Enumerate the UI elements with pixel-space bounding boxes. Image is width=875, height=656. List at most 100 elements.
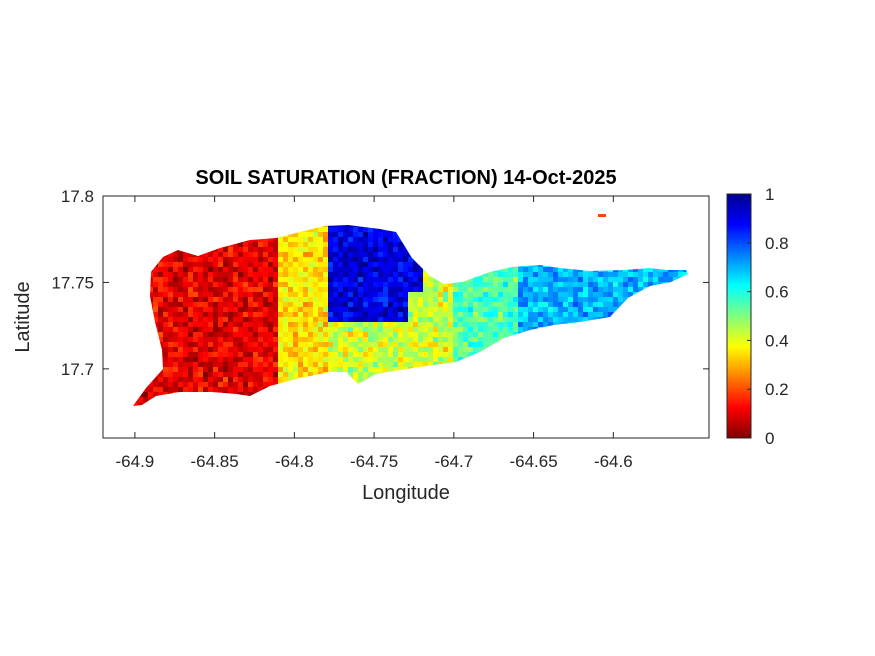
heatmap-cell: [363, 312, 368, 317]
heatmap-cell: [273, 312, 278, 317]
heatmap-cell: [183, 357, 188, 362]
heatmap-cell: [193, 312, 198, 317]
heatmap-cell: [168, 332, 173, 337]
heatmap-cell: [243, 297, 248, 302]
heatmap-cell: [508, 312, 513, 317]
heatmap-cell: [513, 287, 518, 292]
heatmap-cell: [653, 282, 658, 287]
heatmap-cell: [458, 292, 463, 297]
heatmap-cell: [243, 247, 248, 252]
heatmap-cell: [438, 352, 443, 357]
heatmap-cell: [398, 237, 403, 242]
heatmap-cell: [238, 352, 243, 357]
heatmap-cell: [263, 367, 268, 372]
heatmap-cell: [343, 312, 348, 317]
heatmap-cell: [293, 232, 298, 237]
heatmap-cell: [173, 297, 178, 302]
heatmap-cell: [163, 367, 168, 372]
heatmap-cell: [243, 267, 248, 272]
heatmap-cell: [168, 382, 173, 387]
heatmap-cell: [363, 347, 368, 352]
heatmap-cell: [393, 322, 398, 327]
heatmap-cell: [478, 327, 483, 332]
heatmap-cell: [593, 312, 598, 317]
heatmap-cell: [273, 367, 278, 372]
heatmap-cell: [403, 327, 408, 332]
heatmap-cell: [628, 287, 633, 292]
heatmap-cell: [428, 332, 433, 337]
heatmap-cell: [613, 287, 618, 292]
heatmap-cell: [343, 287, 348, 292]
heatmap-cell: [658, 267, 663, 272]
heatmap-cell: [213, 332, 218, 337]
heatmap-cell: [563, 317, 568, 322]
heatmap-cell: [568, 312, 573, 317]
heatmap-cell: [443, 287, 448, 292]
heatmap-cell: [373, 307, 378, 312]
heatmap-cell: [468, 342, 473, 347]
heatmap-cell: [213, 337, 218, 342]
heatmap-cell: [253, 372, 258, 377]
heatmap-cell: [368, 287, 373, 292]
heatmap-cell: [358, 312, 363, 317]
heatmap-cell: [453, 302, 458, 307]
heatmap-cell: [498, 282, 503, 287]
heatmap-cell: [273, 287, 278, 292]
heatmap-cell: [588, 297, 593, 302]
heatmap-cell: [428, 312, 433, 317]
heatmap-cell: [363, 337, 368, 342]
heatmap-cell: [368, 247, 373, 252]
heatmap-cell: [518, 277, 523, 282]
heatmap-cell: [373, 287, 378, 292]
heatmap-cell: [353, 352, 358, 357]
heatmap-cell: [343, 242, 348, 247]
heatmap-cell: [348, 332, 353, 337]
heatmap-cell: [233, 297, 238, 302]
heatmap-cell: [213, 342, 218, 347]
heatmap-cell: [623, 282, 628, 287]
heatmap-cell: [253, 267, 258, 272]
heatmap-cell: [383, 357, 388, 362]
heatmap-cell: [388, 317, 393, 322]
heatmap-cell: [373, 342, 378, 347]
heatmap-cell: [388, 232, 393, 237]
heatmap-cell: [203, 382, 208, 387]
heatmap-cell: [283, 287, 288, 292]
heatmap-cell: [543, 322, 548, 327]
heatmap-cell: [233, 377, 238, 382]
heatmap-cell: [153, 382, 158, 387]
heatmap-cell: [528, 292, 533, 297]
heatmap-cell: [393, 247, 398, 252]
heatmap-cell: [238, 297, 243, 302]
heatmap-cell: [343, 282, 348, 287]
heatmap-cell: [173, 287, 178, 292]
heatmap-cell: [398, 247, 403, 252]
heatmap-cell: [543, 312, 548, 317]
heatmap-cell: [308, 317, 313, 322]
heatmap-cell: [158, 302, 163, 307]
heatmap-cell: [188, 292, 193, 297]
heatmap-cell: [458, 357, 463, 362]
heatmap-cell: [318, 262, 323, 267]
heatmap-cell: [478, 312, 483, 317]
heatmap-cell: [318, 352, 323, 357]
heatmap-cell: [188, 277, 193, 282]
heatmap-cell: [198, 332, 203, 337]
heatmap-cell: [433, 312, 438, 317]
heatmap-cell: [243, 317, 248, 322]
heatmap-cell: [208, 297, 213, 302]
heatmap-cell: [323, 287, 328, 292]
heatmap-cell: [258, 332, 263, 337]
heatmap-cell: [443, 332, 448, 337]
heatmap-cell: [163, 307, 168, 312]
heatmap-cell: [373, 272, 378, 277]
heatmap-cell: [363, 372, 368, 377]
heatmap-cell: [243, 347, 248, 352]
heatmap-cell: [178, 282, 183, 287]
heatmap-cell: [358, 372, 363, 377]
heatmap-cell: [263, 267, 268, 272]
heatmap-cell: [363, 327, 368, 332]
heatmap-cell: [318, 347, 323, 352]
heatmap-cell: [233, 302, 238, 307]
heatmap-cell: [613, 307, 618, 312]
